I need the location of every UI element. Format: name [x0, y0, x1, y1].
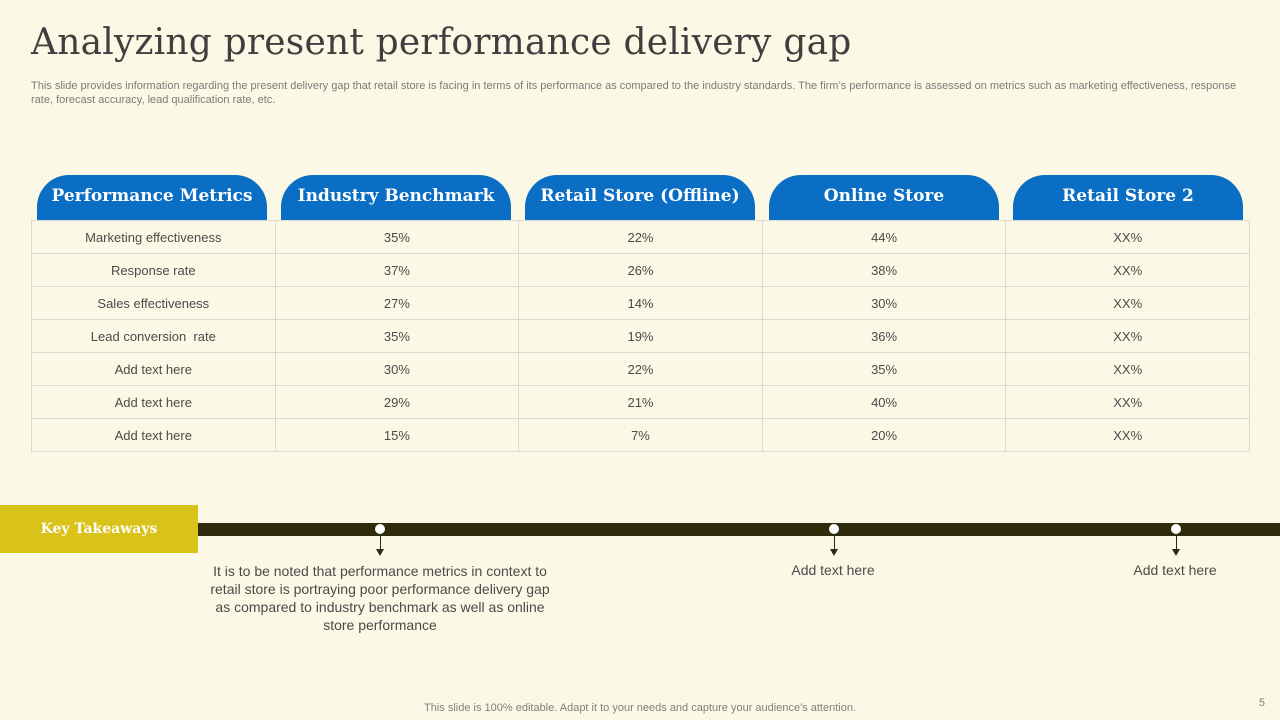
table-cell: Lead conversion rate	[31, 319, 276, 353]
table-cell: 35%	[274, 319, 520, 353]
table-header-row: Performance Metrics Industry Benchmark R…	[31, 175, 1250, 220]
table-row: Add text here 15% 7% 20% XX%	[31, 418, 1250, 452]
timeline-stem-2	[834, 535, 835, 549]
table-cell: 44%	[761, 220, 1007, 254]
footer-note: This slide is 100% editable. Adapt it to…	[424, 702, 856, 714]
arrow-down-icon	[376, 549, 384, 556]
takeaway-text-3: Add text here	[1133, 562, 1217, 578]
metrics-table: Marketing effectiveness 35% 22% 44% XX% …	[31, 220, 1250, 452]
table-cell: XX%	[1005, 319, 1250, 353]
table-cell: 22%	[518, 352, 763, 386]
timeline-stem-3	[1176, 535, 1177, 549]
header-retail-store-2: Retail Store 2	[1013, 175, 1243, 220]
header-online-store: Online Store	[769, 175, 999, 220]
takeaway-text-2: Add text here	[791, 562, 875, 578]
table-cell: XX%	[1005, 220, 1250, 254]
timeline-stem-1	[380, 535, 381, 549]
table-cell: XX%	[1005, 385, 1250, 419]
table-row: Sales effectiveness 27% 14% 30% XX%	[31, 286, 1250, 320]
table-cell: 29%	[274, 385, 520, 419]
table-cell: 40%	[761, 385, 1007, 419]
page-number: 5	[1258, 697, 1265, 709]
table-cell: Marketing effectiveness	[31, 220, 276, 254]
table-cell: 35%	[274, 220, 520, 254]
table-row: Response rate 37% 26% 38% XX%	[31, 253, 1250, 287]
header-industry-benchmark: Industry Benchmark	[281, 175, 511, 220]
arrow-down-icon	[1172, 549, 1180, 556]
timeline-marker-2	[828, 523, 840, 535]
table-cell: Add text here	[31, 385, 276, 419]
header-performance-metrics: Performance Metrics	[37, 175, 267, 220]
table-row: Add text here 29% 21% 40% XX%	[31, 385, 1250, 419]
table-cell: 19%	[518, 319, 763, 353]
page-subtitle: This slide provides information regardin…	[31, 80, 1237, 106]
table-cell: 27%	[274, 286, 520, 320]
table-cell: 36%	[761, 319, 1007, 353]
table-row: Marketing effectiveness 35% 22% 44% XX%	[31, 220, 1250, 254]
table-cell: 20%	[761, 418, 1007, 452]
table-row: Lead conversion rate 35% 19% 36% XX%	[31, 319, 1250, 353]
table-cell: XX%	[1005, 253, 1250, 287]
table-cell: XX%	[1005, 418, 1250, 452]
table-cell: 30%	[761, 286, 1007, 320]
table-cell: 15%	[274, 418, 520, 452]
table-cell: 30%	[274, 352, 520, 386]
table-cell: Sales effectiveness	[31, 286, 276, 320]
table-row: Add text here 30% 22% 35% XX%	[31, 352, 1250, 386]
table-cell: Add text here	[31, 352, 276, 386]
table-cell: 22%	[518, 220, 763, 254]
timeline-marker-1	[374, 523, 386, 535]
arrow-down-icon	[830, 549, 838, 556]
timeline-marker-3	[1170, 523, 1182, 535]
key-takeaways-label: Key Takeaways	[0, 505, 198, 553]
table-cell: 21%	[518, 385, 763, 419]
table-cell: 14%	[518, 286, 763, 320]
takeaways-timeline-bar	[163, 523, 1280, 536]
table-cell: 26%	[518, 253, 763, 287]
table-cell: Add text here	[31, 418, 276, 452]
takeaway-text-1: It is to be noted that performance metri…	[210, 563, 550, 633]
table-cell: 35%	[761, 352, 1007, 386]
table-cell: 37%	[274, 253, 520, 287]
table-cell: 7%	[518, 418, 763, 452]
table-cell: 38%	[761, 253, 1007, 287]
header-retail-store-offline: Retail Store (Offline)	[525, 175, 755, 220]
table-cell: Response rate	[31, 253, 276, 287]
table-cell: XX%	[1005, 352, 1250, 386]
page-title: Analyzing present performance delivery g…	[31, 22, 852, 63]
table-cell: XX%	[1005, 286, 1250, 320]
